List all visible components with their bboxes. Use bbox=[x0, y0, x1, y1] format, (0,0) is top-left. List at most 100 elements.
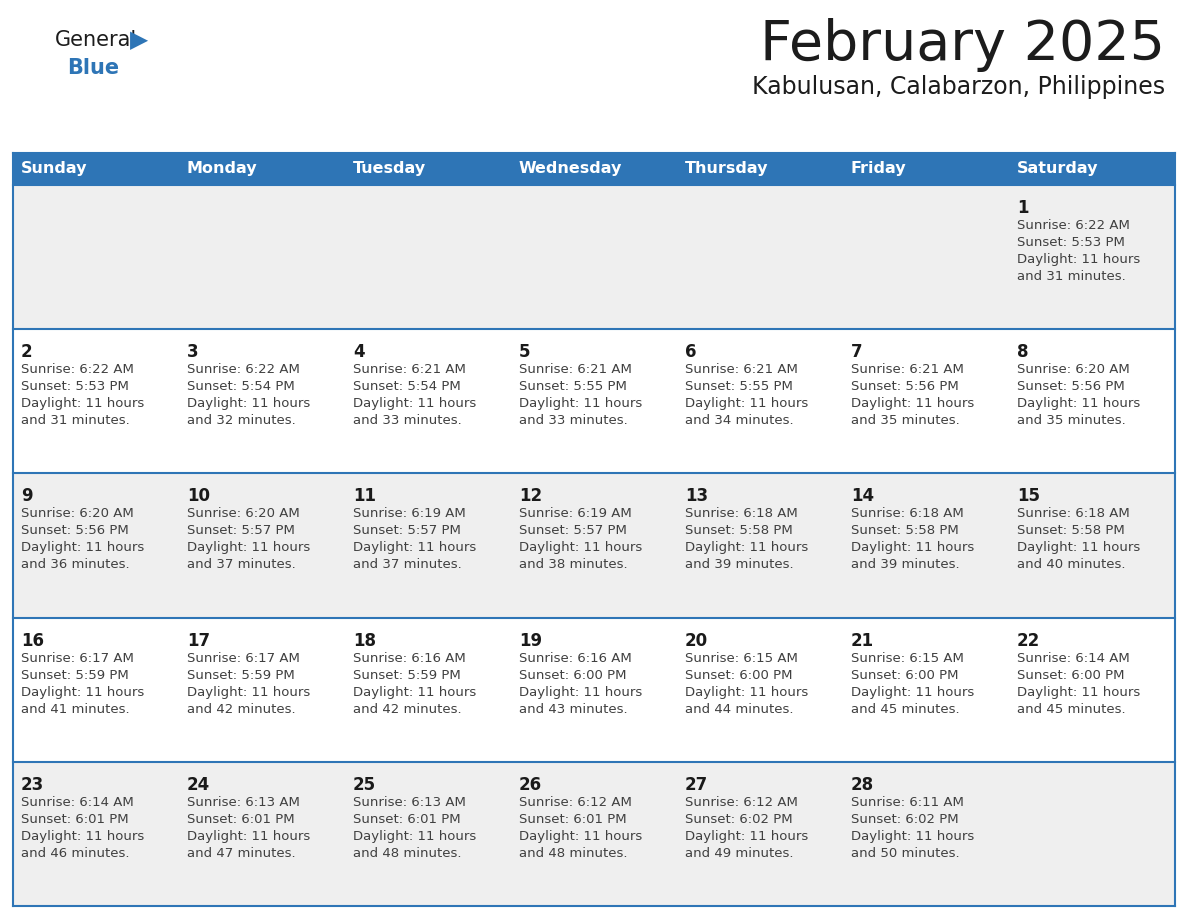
Text: 24: 24 bbox=[187, 776, 210, 794]
Text: and 40 minutes.: and 40 minutes. bbox=[1017, 558, 1125, 571]
Text: Daylight: 11 hours: Daylight: 11 hours bbox=[21, 686, 144, 699]
Text: Sunset: 6:01 PM: Sunset: 6:01 PM bbox=[187, 812, 295, 826]
Text: Daylight: 11 hours: Daylight: 11 hours bbox=[187, 686, 310, 699]
Text: and 46 minutes.: and 46 minutes. bbox=[21, 846, 129, 860]
Text: February 2025: February 2025 bbox=[760, 18, 1165, 72]
Text: Daylight: 11 hours: Daylight: 11 hours bbox=[353, 542, 476, 554]
Text: Sunrise: 6:13 AM: Sunrise: 6:13 AM bbox=[187, 796, 299, 809]
Text: Sunset: 6:01 PM: Sunset: 6:01 PM bbox=[21, 812, 128, 826]
Text: 22: 22 bbox=[1017, 632, 1041, 650]
Text: and 35 minutes.: and 35 minutes. bbox=[851, 414, 960, 427]
Text: Sunrise: 6:12 AM: Sunrise: 6:12 AM bbox=[685, 796, 798, 809]
Text: Daylight: 11 hours: Daylight: 11 hours bbox=[851, 397, 974, 410]
Text: Daylight: 11 hours: Daylight: 11 hours bbox=[353, 397, 476, 410]
Text: 6: 6 bbox=[685, 343, 696, 361]
Text: and 42 minutes.: and 42 minutes. bbox=[353, 702, 462, 716]
Text: and 45 minutes.: and 45 minutes. bbox=[1017, 702, 1125, 716]
Text: 13: 13 bbox=[685, 487, 708, 506]
Text: Sunrise: 6:20 AM: Sunrise: 6:20 AM bbox=[1017, 364, 1130, 376]
Text: Daylight: 11 hours: Daylight: 11 hours bbox=[519, 686, 643, 699]
Text: Sunrise: 6:21 AM: Sunrise: 6:21 AM bbox=[851, 364, 963, 376]
Text: and 45 minutes.: and 45 minutes. bbox=[851, 702, 960, 716]
Text: Daylight: 11 hours: Daylight: 11 hours bbox=[187, 830, 310, 843]
Text: Daylight: 11 hours: Daylight: 11 hours bbox=[353, 686, 476, 699]
Text: Sunrise: 6:13 AM: Sunrise: 6:13 AM bbox=[353, 796, 466, 809]
Text: and 33 minutes.: and 33 minutes. bbox=[353, 414, 462, 427]
Text: Sunrise: 6:18 AM: Sunrise: 6:18 AM bbox=[851, 508, 963, 521]
Text: Daylight: 11 hours: Daylight: 11 hours bbox=[187, 542, 310, 554]
Text: 12: 12 bbox=[519, 487, 542, 506]
Text: Sunset: 5:59 PM: Sunset: 5:59 PM bbox=[353, 668, 461, 681]
Text: Sunrise: 6:14 AM: Sunrise: 6:14 AM bbox=[1017, 652, 1130, 665]
Text: 4: 4 bbox=[353, 343, 365, 361]
Text: Daylight: 11 hours: Daylight: 11 hours bbox=[851, 686, 974, 699]
Text: Daylight: 11 hours: Daylight: 11 hours bbox=[519, 542, 643, 554]
Text: Daylight: 11 hours: Daylight: 11 hours bbox=[685, 686, 808, 699]
Text: 5: 5 bbox=[519, 343, 531, 361]
Text: and 33 minutes.: and 33 minutes. bbox=[519, 414, 627, 427]
Text: Sunrise: 6:15 AM: Sunrise: 6:15 AM bbox=[685, 652, 798, 665]
Text: 11: 11 bbox=[353, 487, 375, 506]
Text: and 39 minutes.: and 39 minutes. bbox=[685, 558, 794, 571]
Text: Sunrise: 6:19 AM: Sunrise: 6:19 AM bbox=[353, 508, 466, 521]
Text: Wednesday: Wednesday bbox=[519, 162, 623, 176]
Text: Saturday: Saturday bbox=[1017, 162, 1099, 176]
Text: Sunrise: 6:21 AM: Sunrise: 6:21 AM bbox=[685, 364, 798, 376]
Text: and 43 minutes.: and 43 minutes. bbox=[519, 702, 627, 716]
Text: Daylight: 11 hours: Daylight: 11 hours bbox=[685, 830, 808, 843]
Text: Daylight: 11 hours: Daylight: 11 hours bbox=[851, 542, 974, 554]
Text: Sunset: 5:57 PM: Sunset: 5:57 PM bbox=[353, 524, 461, 537]
Text: Sunset: 6:02 PM: Sunset: 6:02 PM bbox=[851, 812, 959, 826]
Text: Tuesday: Tuesday bbox=[353, 162, 426, 176]
Text: Sunset: 5:55 PM: Sunset: 5:55 PM bbox=[519, 380, 627, 393]
Text: Sunrise: 6:21 AM: Sunrise: 6:21 AM bbox=[519, 364, 632, 376]
Text: Sunset: 5:57 PM: Sunset: 5:57 PM bbox=[187, 524, 295, 537]
Text: Kabulusan, Calabarzon, Philippines: Kabulusan, Calabarzon, Philippines bbox=[752, 75, 1165, 99]
Text: Daylight: 11 hours: Daylight: 11 hours bbox=[1017, 686, 1140, 699]
Text: Sunrise: 6:21 AM: Sunrise: 6:21 AM bbox=[353, 364, 466, 376]
Text: and 50 minutes.: and 50 minutes. bbox=[851, 846, 960, 860]
Text: Daylight: 11 hours: Daylight: 11 hours bbox=[519, 830, 643, 843]
Text: and 44 minutes.: and 44 minutes. bbox=[685, 702, 794, 716]
Text: Sunset: 5:55 PM: Sunset: 5:55 PM bbox=[685, 380, 792, 393]
Text: and 42 minutes.: and 42 minutes. bbox=[187, 702, 296, 716]
Text: 27: 27 bbox=[685, 776, 708, 794]
Text: and 47 minutes.: and 47 minutes. bbox=[187, 846, 296, 860]
Text: 20: 20 bbox=[685, 632, 708, 650]
Text: Sunrise: 6:19 AM: Sunrise: 6:19 AM bbox=[519, 508, 632, 521]
Text: Daylight: 11 hours: Daylight: 11 hours bbox=[21, 830, 144, 843]
Text: and 41 minutes.: and 41 minutes. bbox=[21, 702, 129, 716]
Text: 17: 17 bbox=[187, 632, 210, 650]
Text: Sunset: 5:54 PM: Sunset: 5:54 PM bbox=[353, 380, 461, 393]
Bar bbox=[13, 762, 1175, 906]
Bar bbox=[13, 474, 1175, 618]
Text: 2: 2 bbox=[21, 343, 32, 361]
Text: Sunset: 6:00 PM: Sunset: 6:00 PM bbox=[851, 668, 959, 681]
Text: Sunset: 5:57 PM: Sunset: 5:57 PM bbox=[519, 524, 627, 537]
Text: and 34 minutes.: and 34 minutes. bbox=[685, 414, 794, 427]
Text: Sunset: 5:53 PM: Sunset: 5:53 PM bbox=[1017, 236, 1125, 249]
Text: Daylight: 11 hours: Daylight: 11 hours bbox=[519, 397, 643, 410]
Text: and 35 minutes.: and 35 minutes. bbox=[1017, 414, 1126, 427]
Text: Sunset: 5:58 PM: Sunset: 5:58 PM bbox=[851, 524, 959, 537]
Text: Sunrise: 6:15 AM: Sunrise: 6:15 AM bbox=[851, 652, 963, 665]
Text: Sunset: 5:54 PM: Sunset: 5:54 PM bbox=[187, 380, 295, 393]
Text: Sunrise: 6:20 AM: Sunrise: 6:20 AM bbox=[21, 508, 134, 521]
Text: 21: 21 bbox=[851, 632, 874, 650]
Text: 16: 16 bbox=[21, 632, 44, 650]
Text: Sunday: Sunday bbox=[21, 162, 88, 176]
Bar bbox=[13, 185, 1175, 330]
Text: Thursday: Thursday bbox=[685, 162, 769, 176]
Text: Sunrise: 6:18 AM: Sunrise: 6:18 AM bbox=[685, 508, 798, 521]
Text: Sunrise: 6:22 AM: Sunrise: 6:22 AM bbox=[1017, 219, 1130, 232]
Text: Sunset: 6:00 PM: Sunset: 6:00 PM bbox=[519, 668, 626, 681]
Text: and 38 minutes.: and 38 minutes. bbox=[519, 558, 627, 571]
Text: Sunrise: 6:16 AM: Sunrise: 6:16 AM bbox=[353, 652, 466, 665]
Text: Sunrise: 6:18 AM: Sunrise: 6:18 AM bbox=[1017, 508, 1130, 521]
Bar bbox=[13, 330, 1175, 474]
Text: Friday: Friday bbox=[851, 162, 906, 176]
Text: Daylight: 11 hours: Daylight: 11 hours bbox=[187, 397, 310, 410]
Text: and 48 minutes.: and 48 minutes. bbox=[519, 846, 627, 860]
Text: Sunset: 5:59 PM: Sunset: 5:59 PM bbox=[21, 668, 128, 681]
Text: 19: 19 bbox=[519, 632, 542, 650]
